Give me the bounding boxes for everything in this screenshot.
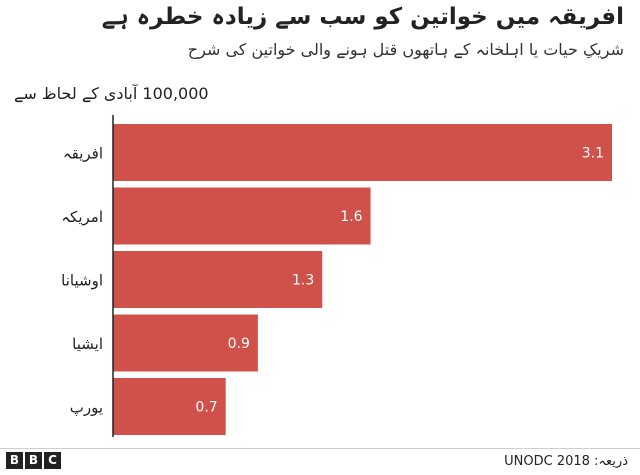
source-note: ذریعہ: UNODC 2018 — [504, 454, 628, 469]
footer-divider — [0, 448, 640, 449]
bbc-logo-letter: B — [25, 452, 42, 469]
category-label: افریقہ — [63, 145, 103, 163]
category-label: امریکہ — [61, 208, 103, 226]
bar — [113, 251, 323, 308]
chart-title: افریقہ میں خواتین کو سب سے زیادہ خطرہ ہے — [101, 4, 624, 30]
chart-subtitle: شریکِ حیات یا اہلخانہ کے ہاتھوں قتل ہونے… — [187, 40, 624, 59]
bar — [113, 187, 371, 245]
bar — [113, 124, 612, 181]
bar — [113, 378, 226, 435]
category-label: یورپ — [70, 399, 103, 417]
bar-value-label: 0.7 — [195, 400, 217, 416]
category-label: ایشیا — [72, 335, 103, 353]
bar-value-label: 0.9 — [228, 336, 250, 352]
bbc-logo-letter: B — [6, 452, 23, 469]
bar-value-label: 1.3 — [292, 273, 314, 289]
bar-value-label: 3.1 — [582, 146, 604, 162]
bar — [113, 314, 258, 372]
bbc-logo: B B C — [6, 452, 61, 469]
category-label: اوشیانا — [61, 272, 103, 290]
bar-value-label: 1.6 — [340, 209, 362, 225]
unit-label: 100,000 آبادی کے لحاظ سے — [14, 84, 209, 103]
bbc-logo-letter: C — [44, 452, 61, 469]
